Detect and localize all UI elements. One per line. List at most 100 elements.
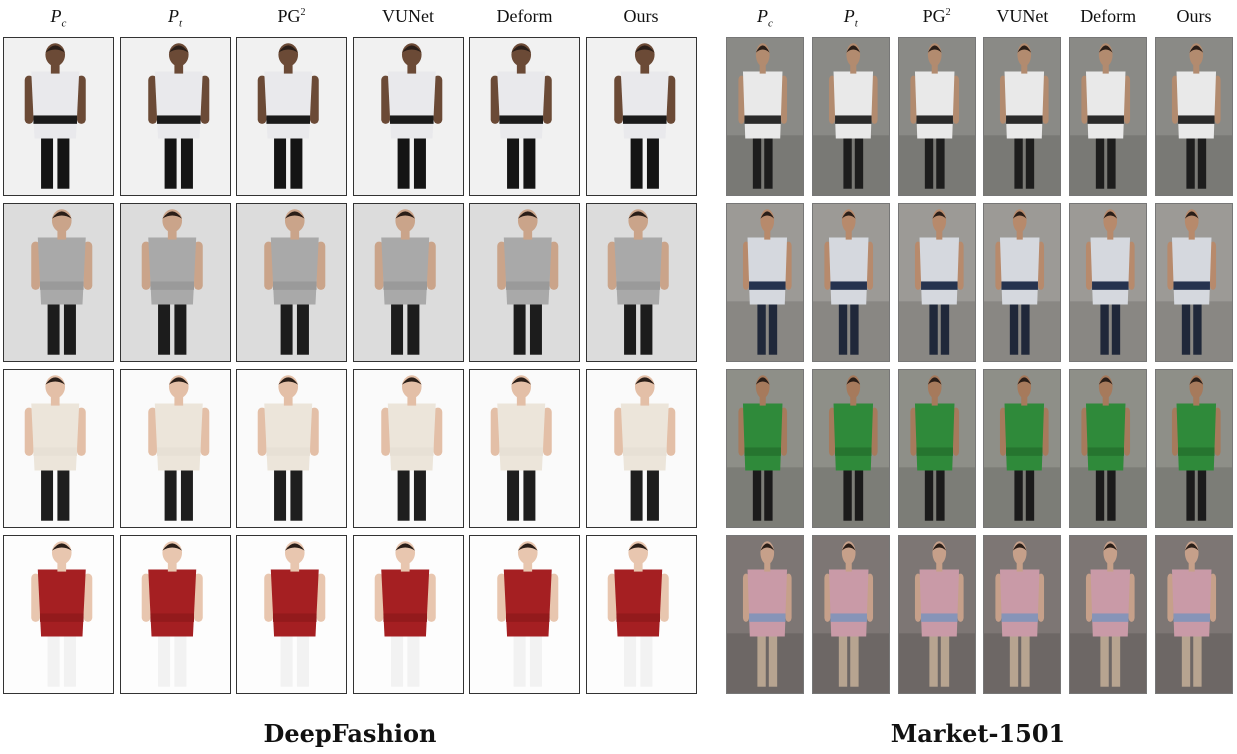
mk-image-r2-c1 (811, 369, 890, 528)
mk-person-figure (1070, 370, 1147, 527)
df-image-r1-c0 (3, 203, 114, 362)
mk-image-r0-c3 (983, 37, 1062, 196)
df-col-header-0: Pc (50, 6, 67, 30)
df-image-r0-c3 (352, 37, 464, 196)
df-image-r2-c1 (119, 369, 231, 528)
df-person-figure (4, 536, 113, 693)
df-image-r2-c4 (469, 369, 580, 528)
mk-image-r1-c1 (811, 203, 890, 362)
mk-image-r1-c5 (1155, 203, 1233, 362)
df-person-figure (4, 370, 113, 527)
df-person-figure (4, 204, 113, 361)
mk-image-r0-c2 (897, 37, 976, 196)
df-person-figure (353, 38, 463, 195)
mk-person-figure (1156, 536, 1232, 693)
mk-col-header-0: Pc (757, 6, 773, 30)
market-caption: Market-1501 (890, 719, 1066, 748)
df-image-r2-c5 (585, 369, 697, 528)
mk-person-figure (1070, 536, 1147, 693)
df-image-r3-c3 (352, 535, 464, 694)
mk-person-figure (984, 204, 1061, 361)
mk-image-r0-c4 (1069, 37, 1148, 196)
mk-col-header-5: Ours (1176, 6, 1212, 26)
df-person-figure (120, 204, 230, 361)
mk-image-r2-c3 (983, 369, 1062, 528)
mk-image-r0-c0 (726, 37, 804, 196)
mk-image-r3-c0 (726, 535, 804, 694)
mk-col-header-1: Pt (843, 6, 858, 30)
mk-col-header-3: VUNet (996, 6, 1049, 26)
df-person-figure (586, 204, 696, 361)
df-person-figure (470, 536, 579, 693)
df-person-figure (120, 370, 230, 527)
deepfashion-caption: DeepFashion (263, 719, 437, 748)
df-person-figure (586, 370, 696, 527)
df-person-figure (470, 38, 579, 195)
df-person-figure (586, 536, 696, 693)
mk-image-r1-c4 (1069, 203, 1148, 362)
df-image-r2-c3 (352, 369, 464, 528)
mk-person-figure (812, 536, 889, 693)
mk-image-r2-c5 (1155, 369, 1233, 528)
df-image-r3-c5 (585, 535, 697, 694)
df-image-r0-c5 (585, 37, 697, 196)
mk-image-r3-c5 (1155, 535, 1233, 694)
mk-person-figure (1156, 370, 1232, 527)
df-image-r0-c2 (236, 37, 347, 196)
df-person-figure (353, 370, 463, 527)
mk-person-figure (812, 370, 889, 527)
df-person-figure (237, 370, 346, 527)
mk-person-figure (984, 370, 1061, 527)
df-person-figure (586, 38, 696, 195)
df-image-r0-c1 (119, 37, 231, 196)
mk-person-figure (1156, 204, 1232, 361)
df-image-r2-c0 (3, 369, 114, 528)
mk-person-figure (984, 536, 1061, 693)
mk-image-r3-c1 (811, 535, 890, 694)
mk-image-r2-c4 (1069, 369, 1148, 528)
df-person-figure (353, 204, 463, 361)
mk-person-figure (984, 38, 1061, 195)
df-image-r1-c2 (236, 203, 347, 362)
df-person-figure (470, 204, 579, 361)
df-image-r1-c3 (352, 203, 464, 362)
mk-image-r0-c1 (811, 37, 890, 196)
df-person-figure (120, 536, 230, 693)
mk-person-figure (727, 536, 803, 693)
df-person-figure (4, 38, 113, 195)
mk-image-r1-c2 (897, 203, 976, 362)
mk-image-r3-c3 (983, 535, 1062, 694)
df-person-figure (470, 370, 579, 527)
mk-person-figure (1070, 204, 1147, 361)
df-image-r0-c4 (469, 37, 580, 196)
df-col-header-3: VUNet (382, 6, 434, 26)
mk-image-r3-c4 (1069, 535, 1148, 694)
df-person-figure (237, 536, 346, 693)
df-col-header-5: Ours (623, 6, 659, 26)
df-image-r3-c0 (3, 535, 114, 694)
mk-col-header-4: Deform (1080, 6, 1137, 26)
mk-image-r2-c0 (726, 369, 804, 528)
df-image-r1-c4 (469, 203, 580, 362)
mk-person-figure (727, 370, 803, 527)
df-image-r0-c0 (3, 37, 114, 196)
mk-image-r2-c2 (897, 369, 976, 528)
mk-image-r3-c2 (897, 535, 976, 694)
df-image-r2-c2 (236, 369, 347, 528)
mk-person-figure (812, 38, 889, 195)
mk-person-figure (898, 38, 975, 195)
mk-person-figure (1070, 38, 1147, 195)
mk-person-figure (898, 536, 975, 693)
df-person-figure (237, 38, 346, 195)
mk-col-header-2: PG2 (922, 6, 951, 26)
df-col-header-2: PG2 (277, 6, 306, 26)
df-image-r1-c5 (585, 203, 697, 362)
df-image-r3-c2 (236, 535, 347, 694)
mk-person-figure (727, 204, 803, 361)
df-person-figure (120, 38, 230, 195)
mk-person-figure (898, 370, 975, 527)
mk-person-figure (898, 204, 975, 361)
df-image-r3-c1 (119, 535, 231, 694)
df-image-r3-c4 (469, 535, 580, 694)
mk-image-r1-c0 (726, 203, 804, 362)
